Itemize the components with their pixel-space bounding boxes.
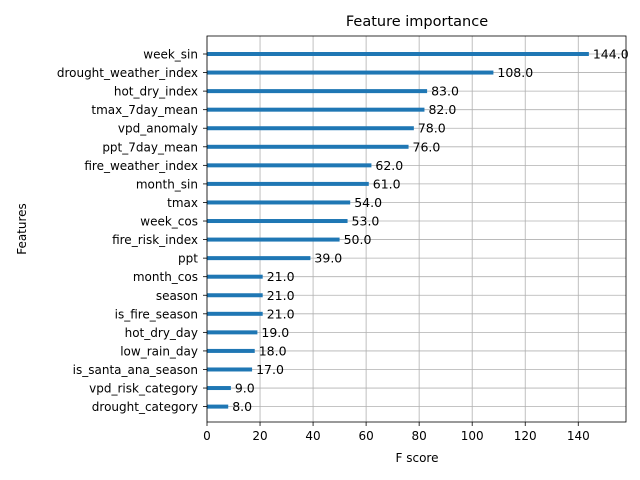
bar-tmax-7day-mean bbox=[207, 107, 425, 112]
bar-week-sin bbox=[207, 52, 589, 57]
data-label: 21.0 bbox=[267, 306, 295, 321]
bar-fire-weather-index bbox=[207, 163, 372, 168]
x-tick-label: 60 bbox=[358, 429, 373, 443]
bar-season bbox=[207, 293, 263, 298]
data-labels: 144.0 108.0 83.0 82.0 78.0 76.0 62.0 61.0 54.0 53… bbox=[232, 47, 628, 415]
y-tick-label: month_sin bbox=[136, 177, 198, 191]
data-label: 61.0 bbox=[373, 176, 401, 191]
y-axis-label: Features bbox=[15, 203, 29, 255]
y-tick-label: low_rain_day bbox=[120, 344, 198, 358]
y-tick-label: vpd_risk_category bbox=[89, 382, 198, 396]
x-tick-label: 0 bbox=[203, 429, 211, 443]
data-label: 18.0 bbox=[259, 343, 287, 358]
bar-drought-category bbox=[207, 404, 229, 409]
data-label: 76.0 bbox=[413, 139, 441, 154]
data-label: 21.0 bbox=[267, 288, 295, 303]
data-label: 144.0 bbox=[593, 47, 629, 62]
x-tick-label: 120 bbox=[514, 429, 537, 443]
data-label: 62.0 bbox=[375, 158, 403, 173]
data-label: 17.0 bbox=[256, 362, 284, 377]
bar-low-rain-day bbox=[207, 348, 255, 353]
y-tick-label: fire_weather_index bbox=[84, 159, 198, 173]
y-tick-label: ppt_7day_mean bbox=[102, 140, 198, 154]
data-label: 82.0 bbox=[428, 102, 456, 117]
y-tick-label: is_santa_ana_season bbox=[73, 363, 198, 377]
data-label: 53.0 bbox=[352, 214, 380, 229]
x-tick-label: 20 bbox=[252, 429, 267, 443]
plot-area bbox=[206, 35, 627, 423]
data-label: 108.0 bbox=[497, 65, 533, 80]
x-tick-label: 80 bbox=[412, 429, 427, 443]
x-tick-label: 140 bbox=[567, 429, 590, 443]
x-tick-label: 100 bbox=[461, 429, 484, 443]
y-tick-label: drought_category bbox=[92, 400, 198, 414]
data-label: 8.0 bbox=[232, 399, 252, 414]
bar-month-cos bbox=[207, 274, 263, 279]
data-label: 50.0 bbox=[344, 232, 372, 247]
y-tick-label: tmax_7day_mean bbox=[91, 103, 198, 117]
bars bbox=[207, 52, 589, 409]
data-label: 21.0 bbox=[267, 269, 295, 284]
data-label: 39.0 bbox=[314, 251, 342, 266]
y-tick-label: week_sin bbox=[143, 48, 198, 62]
data-label: 83.0 bbox=[431, 84, 459, 99]
y-tick-label: fire_risk_index bbox=[112, 233, 198, 247]
chart-title: Feature importance bbox=[346, 14, 488, 30]
y-tick-label: tmax bbox=[167, 196, 198, 210]
y-tick-label: ppt bbox=[178, 252, 198, 266]
bar-is-santa-ana-season bbox=[207, 367, 253, 372]
bar-tmax bbox=[207, 200, 351, 205]
y-tick-label: hot_dry_index bbox=[114, 85, 198, 99]
y-tick-label: week_cos bbox=[140, 215, 198, 229]
data-label: 9.0 bbox=[235, 381, 255, 396]
bar-ppt bbox=[207, 256, 311, 261]
data-label: 19.0 bbox=[261, 325, 289, 340]
x-axis-label: F score bbox=[396, 451, 439, 465]
data-label: 54.0 bbox=[354, 195, 382, 210]
y-tick-label: month_cos bbox=[133, 270, 198, 284]
y-tick-label: vpd_anomaly bbox=[118, 122, 198, 136]
y-tick-label: is_fire_season bbox=[115, 307, 198, 321]
bar-vpd-anomaly bbox=[207, 126, 414, 131]
x-tick-label: 40 bbox=[305, 429, 320, 443]
bar-week-cos bbox=[207, 219, 348, 224]
data-label: 78.0 bbox=[418, 121, 446, 136]
bar-fire-risk-index bbox=[207, 237, 340, 242]
bar-hot-dry-day bbox=[207, 330, 258, 335]
bar-hot-dry-index bbox=[207, 89, 428, 94]
x-axis-ticks: 0 20 40 60 80 100 120 140 bbox=[203, 422, 590, 443]
y-axis-ticks: week_sin drought_weather_index hot_dry_ind… bbox=[57, 48, 207, 414]
bar-ppt-7day-mean bbox=[207, 144, 409, 149]
y-tick-label: drought_weather_index bbox=[57, 66, 198, 80]
bar-month-sin bbox=[207, 181, 369, 186]
bar-drought-weather-index bbox=[207, 70, 494, 75]
bar-is-fire-season bbox=[207, 311, 263, 316]
y-tick-label: hot_dry_day bbox=[125, 326, 198, 340]
y-tick-label: season bbox=[156, 289, 198, 303]
bar-vpd-risk-category bbox=[207, 386, 231, 391]
